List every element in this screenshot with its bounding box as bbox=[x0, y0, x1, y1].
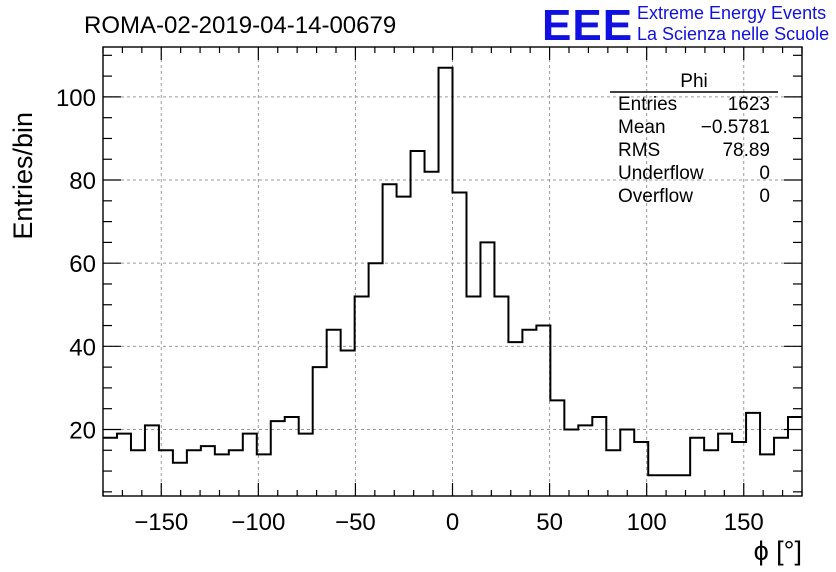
stats-rows: Entries 1623 Mean −0.5781 RMS 78.89 Underflow 0… bbox=[618, 94, 770, 207]
x-tick-label: −50 bbox=[335, 509, 376, 536]
axis-tick-labels: −150 −100 −50 0 50 100 150 20 40 60 80 100 bbox=[56, 85, 764, 536]
stats-title: Phi bbox=[680, 71, 707, 92]
x-tick-label: −150 bbox=[134, 509, 188, 536]
stats-value: 1623 bbox=[728, 94, 770, 115]
stats-box: Phi Entries 1623 Mean −0.5781 RMS 78.89 Underf… bbox=[610, 71, 778, 207]
stats-value: −0.5781 bbox=[701, 117, 770, 138]
x-tick-label: 150 bbox=[724, 509, 764, 536]
x-tick-label: 0 bbox=[446, 509, 459, 536]
y-tick-label: 60 bbox=[69, 251, 96, 278]
x-axis-label: ϕ [°] bbox=[754, 536, 802, 566]
logo-line-2: La Scienza nelle Scuole bbox=[637, 24, 829, 44]
eee-logo-mark: EEE bbox=[542, 1, 633, 50]
y-axis-label: Entries/bin bbox=[8, 112, 38, 240]
y-tick-label: 100 bbox=[56, 85, 96, 112]
stats-label: Underflow bbox=[618, 163, 704, 184]
stats-label: RMS bbox=[618, 140, 660, 161]
chart-title: ROMA-02-2019-04-14-00679 bbox=[84, 12, 396, 39]
stats-value: 0 bbox=[759, 163, 770, 184]
x-tick-label: −100 bbox=[231, 509, 285, 536]
x-tick-label: 100 bbox=[627, 509, 667, 536]
stats-value: 0 bbox=[759, 186, 770, 207]
x-tick-label: 50 bbox=[536, 509, 563, 536]
y-tick-label: 80 bbox=[69, 168, 96, 195]
y-tick-label: 40 bbox=[69, 334, 96, 361]
stats-value: 78.89 bbox=[722, 140, 770, 161]
grid-lines bbox=[103, 47, 802, 496]
stats-label: Mean bbox=[618, 117, 666, 138]
stats-label: Overflow bbox=[618, 186, 693, 207]
axis-ticks bbox=[102, 47, 803, 496]
stats-label: Entries bbox=[618, 94, 677, 115]
logo-line-1: Extreme Energy Events bbox=[637, 3, 826, 23]
histogram-series-line bbox=[103, 66, 802, 477]
y-tick-label: 20 bbox=[69, 417, 96, 444]
